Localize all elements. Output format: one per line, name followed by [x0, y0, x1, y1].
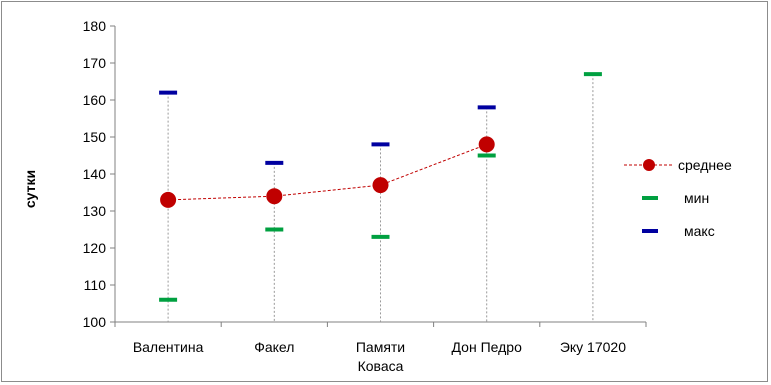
legend-label-min: мин	[684, 190, 709, 206]
y-tick-label: 100	[83, 314, 107, 330]
y-axis-title-group: сутки	[22, 170, 38, 208]
mean-point	[266, 188, 283, 205]
plot-area: 100 110 120 130 140 150 160 170 180 Валентина Факе…	[83, 18, 647, 374]
y-tick-label: 160	[83, 92, 107, 108]
x-tick-label: Валентина	[133, 339, 204, 355]
y-axis-title: сутки	[22, 170, 38, 208]
legend-label-max: макс	[684, 223, 715, 239]
x-tick-label: Факел	[254, 339, 294, 355]
y-tick-label: 110	[84, 277, 107, 293]
mean-point	[160, 191, 177, 208]
legend: среднее мин макс	[624, 157, 732, 239]
mean-point	[478, 136, 495, 153]
y-tick-label: 130	[83, 203, 107, 219]
mean-series-line	[168, 143, 487, 201]
x-tick-label: Коваса	[358, 358, 404, 374]
legend-label-mean: среднее	[678, 157, 732, 173]
mean-point	[372, 177, 389, 194]
x-tick-label: Дон Педро	[452, 339, 523, 355]
y-tick-label: 120	[83, 240, 107, 256]
y-tick-label: 170	[83, 55, 107, 71]
x-tick-label: Эку 17020	[560, 339, 626, 355]
y-tick-label: 180	[83, 18, 107, 34]
legend-mean-marker	[643, 159, 655, 171]
y-tick-label: 150	[83, 129, 107, 145]
x-tick-label: Памяти	[356, 339, 405, 355]
y-tick-label: 140	[83, 166, 107, 182]
